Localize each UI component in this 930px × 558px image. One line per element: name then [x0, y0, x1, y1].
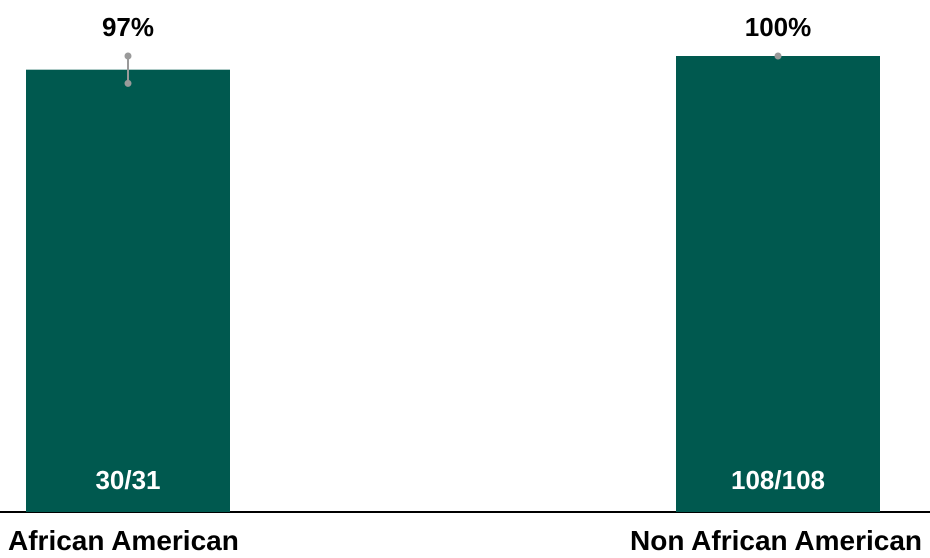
x-tick-label: African American [8, 525, 239, 556]
error-bar-high-cap [774, 52, 782, 60]
error-bar-high-cap [124, 52, 132, 60]
data-label-count: 108/108 [731, 465, 825, 495]
error-bar-low-cap [124, 79, 132, 87]
data-label-count: 30/31 [95, 465, 160, 495]
x-tick-label: Non African American [630, 525, 922, 556]
data-label-value: 97% [102, 12, 154, 42]
bar [676, 56, 880, 512]
labels-layer: 97% 30/31 African American 100% 108/108 Non A… [8, 12, 922, 556]
data-label-value: 100% [745, 12, 812, 42]
bars-layer [26, 52, 880, 513]
bar [26, 69, 230, 513]
